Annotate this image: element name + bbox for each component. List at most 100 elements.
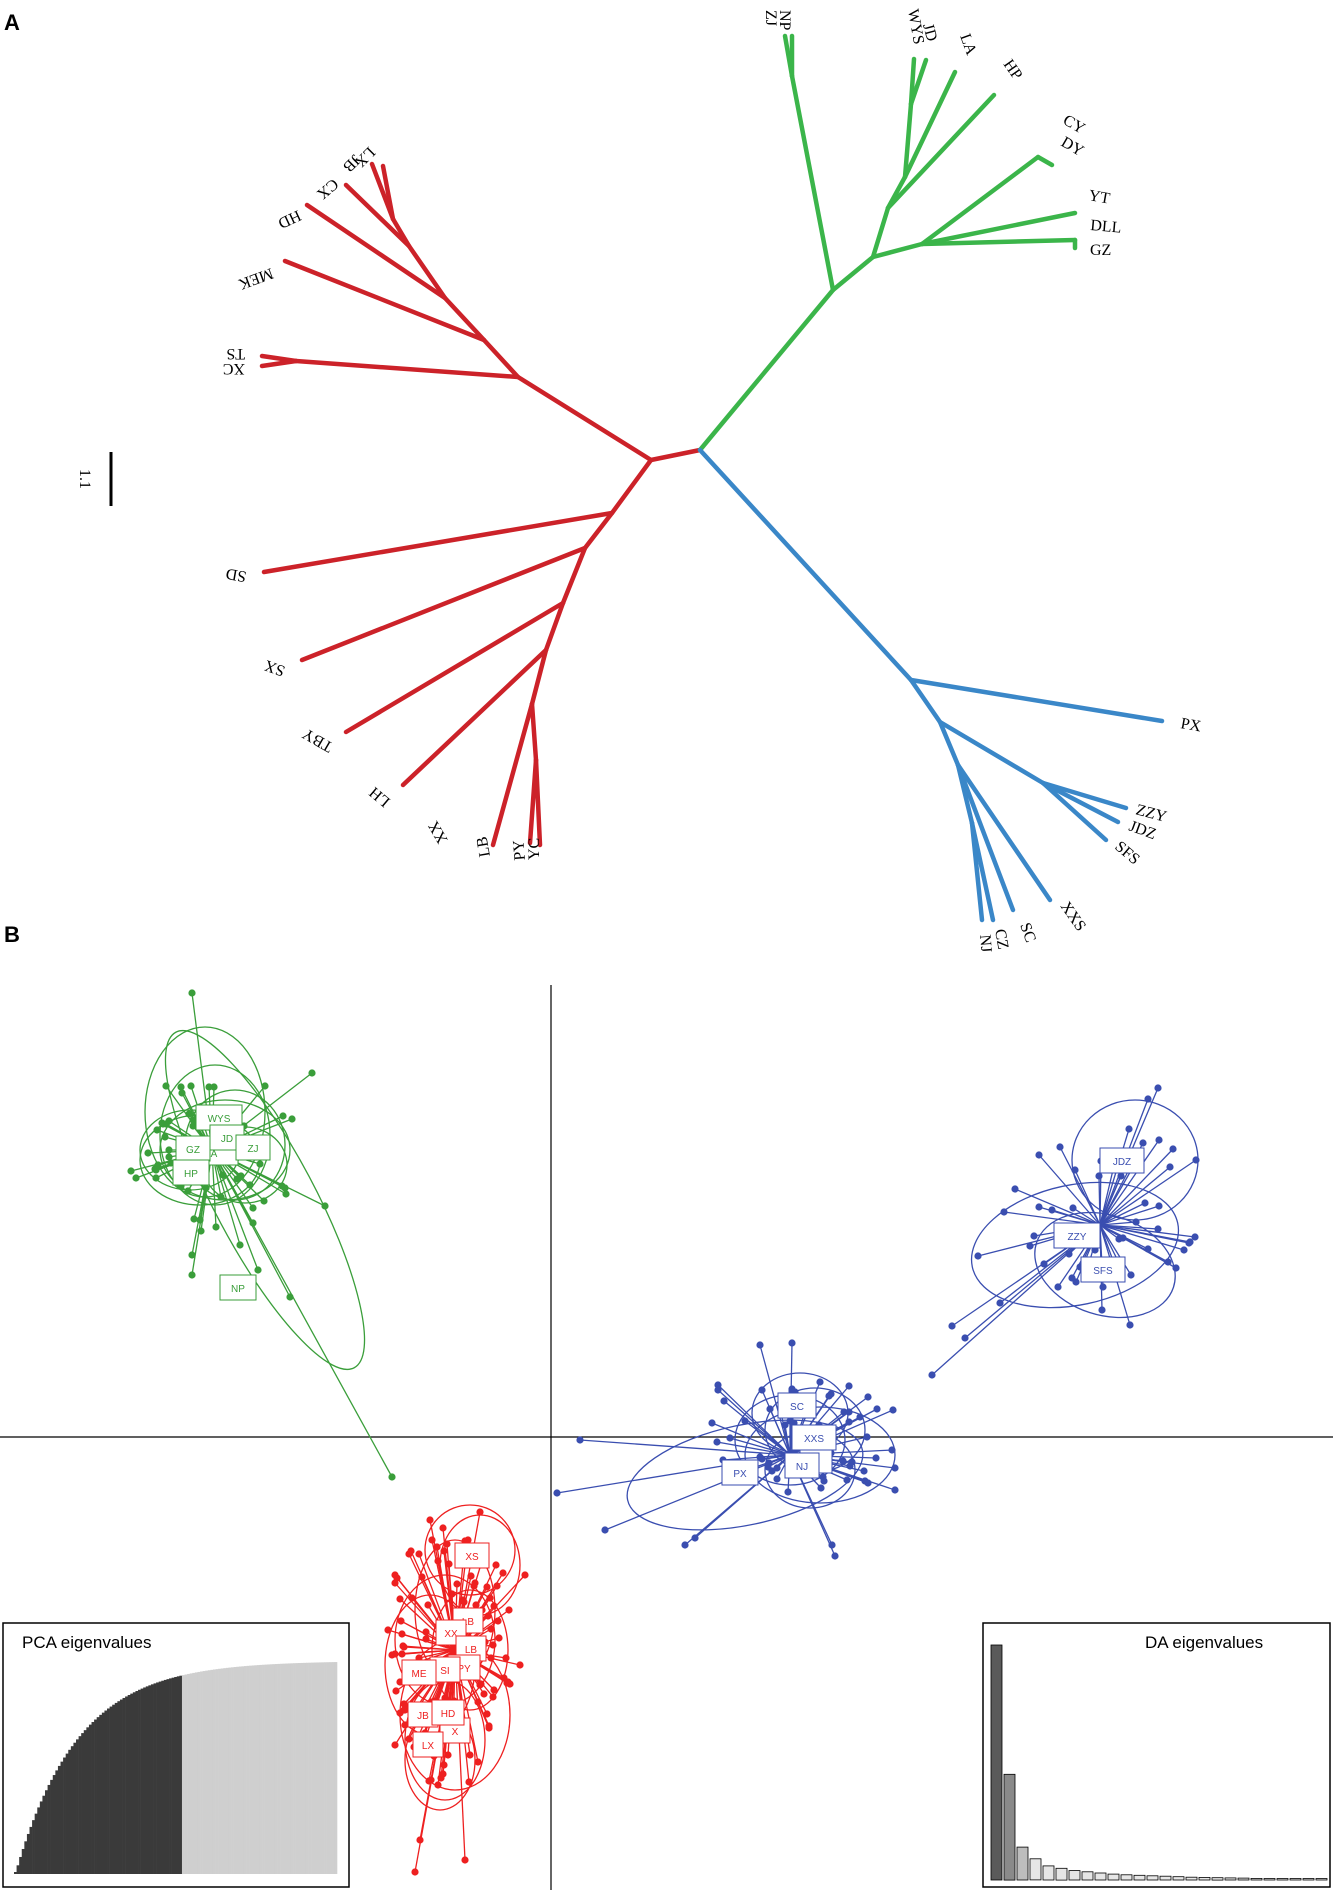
- green-point: [165, 1117, 173, 1125]
- svg-text:XXS: XXS: [804, 1434, 824, 1445]
- red-spoke: [403, 1646, 456, 1651]
- blue-spoke: [1074, 1169, 1101, 1226]
- group-label-lx: LX: [412, 1731, 444, 1758]
- svg-text:PY: PY: [457, 1664, 471, 1675]
- da-eigenvalues-inset: DA eigenvalues: [982, 1622, 1331, 1888]
- green-point: [321, 1202, 329, 1210]
- blue-point: [825, 1392, 833, 1400]
- red-point: [453, 1580, 461, 1588]
- blue-spoke: [604, 1454, 791, 1531]
- blue-point: [1035, 1151, 1043, 1159]
- red-point: [434, 1781, 442, 1789]
- blue-point: [845, 1408, 853, 1416]
- green-point: [185, 1110, 193, 1118]
- pca-eigenvalue-bar: [171, 1677, 175, 1874]
- blue-point: [1186, 1238, 1194, 1246]
- da-eigenvalue-bar: [1133, 1874, 1146, 1881]
- pca-eigenvalue-bar: [280, 1663, 284, 1874]
- da-eigenvalue-bar: [1016, 1846, 1029, 1881]
- pca-eigenvalue-bar: [329, 1662, 333, 1874]
- group-label-xxs: XXS: [791, 1424, 837, 1451]
- pca-eigenvalue-bar: [264, 1664, 268, 1874]
- blue-point: [1164, 1258, 1172, 1266]
- da-eigenvalue-bar: [1042, 1865, 1055, 1881]
- pca-eigenvalue-bar: [200, 1671, 203, 1874]
- red-point: [477, 1680, 485, 1688]
- blue-spoke: [1099, 1224, 1169, 1263]
- tip-px: PX: [1179, 715, 1203, 735]
- pca-eigenvalue-bar: [236, 1666, 240, 1874]
- group-label-px: PX: [721, 1459, 759, 1486]
- pca-eigenvalue-bar: [32, 1820, 35, 1874]
- pca-eigenvalue-bar: [145, 1686, 149, 1874]
- pca-eigenvalue-bar: [293, 1663, 296, 1874]
- da-eigenvalue-bar: [1315, 1878, 1328, 1881]
- red-point: [485, 1722, 493, 1730]
- red-point: [440, 1761, 448, 1769]
- blue-spoke: [744, 1420, 791, 1456]
- green-point: [153, 1126, 161, 1134]
- green-point: [188, 989, 196, 997]
- red-point: [467, 1572, 475, 1580]
- green-point: [210, 1083, 218, 1091]
- blue-point: [873, 1405, 881, 1413]
- red-point: [400, 1700, 408, 1708]
- blue-point: [1117, 1172, 1125, 1180]
- svg-text:X: X: [452, 1727, 459, 1738]
- blue-spoke: [1099, 1205, 1160, 1226]
- blue-point: [1000, 1208, 1008, 1216]
- pca-eigenvalue-bar: [132, 1692, 136, 1874]
- red-point: [398, 1630, 406, 1638]
- red-point: [408, 1594, 416, 1602]
- green-point: [233, 1175, 241, 1183]
- pca-eigenvalue-bar: [205, 1670, 209, 1874]
- da-eigenvalue-bar: [1146, 1875, 1159, 1881]
- green-spoke: [211, 1149, 241, 1246]
- svg-text:LB: LB: [465, 1645, 478, 1656]
- blue-point: [839, 1457, 847, 1465]
- green-point: [132, 1174, 140, 1182]
- red-point: [516, 1661, 524, 1669]
- green-point: [249, 1204, 257, 1212]
- blue-point: [891, 1486, 899, 1494]
- blue-point: [1169, 1145, 1177, 1153]
- svg-text:HD: HD: [441, 1709, 455, 1720]
- blue-spoke: [1099, 1224, 1185, 1251]
- panel-a-label: A: [4, 10, 20, 35]
- green-point: [189, 1116, 197, 1124]
- blue-point: [1056, 1143, 1064, 1151]
- tip-wys: WYS: [904, 8, 927, 46]
- pca-eigenvalue-bar: [179, 1675, 183, 1874]
- panel-b-label: B: [4, 922, 20, 947]
- pca-eigenvalue-bar: [86, 1727, 90, 1874]
- blue-point: [845, 1382, 853, 1390]
- svg-text:XS: XS: [465, 1552, 479, 1563]
- pca-eigenvalue-bar: [285, 1663, 289, 1874]
- green-group-labels: WYS A JD GZ ZJ HP NP: [172, 1104, 271, 1301]
- scale-bar-label: 1.1: [76, 469, 93, 489]
- blue-point: [846, 1462, 854, 1470]
- group-label-np: NP: [219, 1274, 257, 1301]
- da-eigenvalue-bar: [1029, 1858, 1042, 1881]
- red-point: [392, 1687, 400, 1695]
- green-point: [177, 1083, 185, 1091]
- tip-cy: CY: [1060, 112, 1088, 138]
- blue-point: [1068, 1274, 1076, 1282]
- tip-dy: DY: [1058, 134, 1087, 160]
- pca-eigenvalue-bar: [272, 1664, 276, 1874]
- tip-hp: HP: [1000, 57, 1026, 84]
- blue-point: [863, 1433, 871, 1441]
- pca-eigenvalue-bar: [210, 1669, 214, 1874]
- pca-eigenvalue-bar: [303, 1662, 307, 1874]
- blue-point: [1035, 1203, 1043, 1211]
- red-point: [396, 1595, 404, 1603]
- green-point: [261, 1082, 269, 1090]
- red-point: [487, 1654, 495, 1662]
- pca-eigenvalue-bar: [202, 1671, 206, 1874]
- svg-text:WYS: WYS: [208, 1114, 231, 1125]
- blue-spoke: [1099, 1139, 1160, 1226]
- pca-eigenvalue-bar: [187, 1673, 191, 1874]
- pca-eigenvalue-bar: [94, 1719, 97, 1874]
- tip-cx: CX: [313, 175, 341, 203]
- da-eigenvalue-bar: [1068, 1870, 1081, 1881]
